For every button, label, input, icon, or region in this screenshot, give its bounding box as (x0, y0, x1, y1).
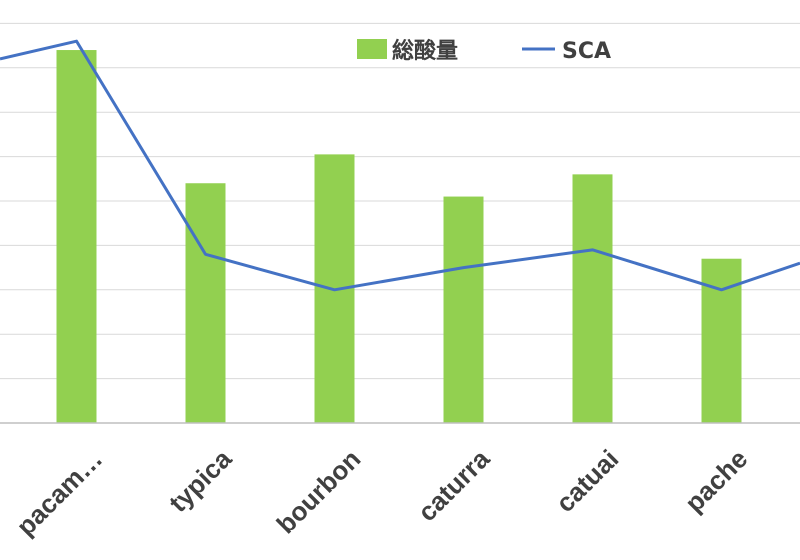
gridlines (0, 22, 800, 380)
bar-caturra (443, 196, 484, 423)
x-tick-labels: pacam… typica bourbon caturra catuai pache (10, 443, 753, 541)
x-tick-label: pache (679, 444, 753, 518)
x-tick-label: typica (163, 443, 238, 518)
x-tick-label: pacam… (10, 444, 108, 542)
legend: 総酸量 SCA (357, 38, 611, 64)
bar-series (56, 50, 742, 423)
bar-typica (185, 183, 226, 423)
bar-pacam (56, 50, 97, 423)
bar-pache (701, 258, 742, 423)
legend-line-label: SCA (562, 39, 611, 64)
bar-catuai (572, 174, 613, 423)
line-series (0, 39, 800, 292)
x-tick-label: catuai (550, 444, 624, 518)
sca-line (0, 39, 800, 292)
x-tick-label: bourbon (271, 444, 367, 540)
legend-bar-label: 総酸量 (392, 38, 458, 64)
legend-bar-swatch (357, 39, 387, 59)
x-tick-label: caturra (412, 443, 496, 527)
